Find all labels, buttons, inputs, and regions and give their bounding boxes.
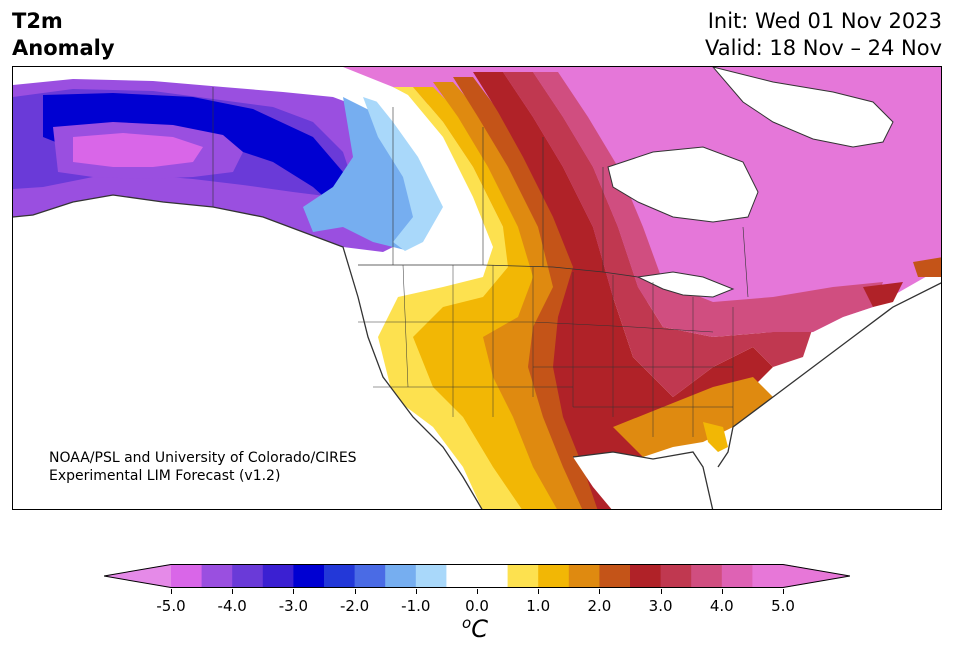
colorbar-tick-label: 5.0	[771, 597, 795, 615]
colorbar-segment	[752, 564, 784, 588]
colorbar-tick-label: -2.0	[339, 597, 370, 615]
colorbar-segment	[415, 564, 447, 588]
title-line-2: Anomaly	[12, 36, 115, 60]
alaska-pink-core	[73, 133, 203, 167]
unit-label: oC	[462, 614, 488, 643]
colorbar-tick-mark	[293, 589, 295, 594]
init-date: Init: Wed 01 Nov 2023	[707, 9, 942, 33]
colorbar-tick-label: 0.0	[465, 597, 489, 615]
colorbar-tick-label: -3.0	[278, 597, 309, 615]
colorbar-extend-low	[104, 564, 171, 588]
atlantic-ocean	[713, 283, 941, 509]
canadian-arctic-water	[712, 67, 894, 148]
colorbar-segment	[507, 564, 539, 588]
colorbar-tick-label: -1.0	[401, 597, 431, 615]
colorbar-segment	[660, 564, 692, 588]
colorbar-segment	[293, 564, 325, 588]
colorbar-segment	[599, 564, 631, 588]
forecast-dates: Init: Wed 01 Nov 2023 Valid: 18 Nov – 24…	[705, 8, 942, 62]
coastline	[13, 194, 941, 509]
map-title: T2m Anomaly	[12, 8, 115, 62]
alaska-core-cold	[43, 93, 353, 205]
gulf-of-mexico	[573, 452, 713, 509]
colorbar-tick-mark	[599, 589, 601, 594]
maritimes-red	[863, 282, 903, 307]
credit-line-2: Experimental LIM Forecast (v1.2)	[49, 468, 281, 484]
colorbar-tick-label: 4.0	[709, 597, 734, 615]
nova-scotia-orange	[913, 257, 941, 277]
state-borders	[358, 264, 734, 437]
colorbar-segment	[568, 564, 600, 588]
colorbar-tick-label: 3.0	[648, 597, 673, 615]
colorbar-tick-mark	[538, 589, 540, 594]
colorbar-tick-mark	[477, 589, 478, 594]
colorbar-segment	[477, 564, 509, 588]
colorbar-segment	[262, 564, 294, 588]
neutral-band	[373, 95, 493, 282]
colorbar-tick-mark	[171, 589, 172, 594]
colorbar-tick-label: -4.0	[217, 597, 247, 615]
colorbar-segment	[446, 564, 478, 588]
colorbar-segment	[721, 564, 753, 588]
colorbar-segment	[385, 564, 417, 588]
colorbar-tick-mark	[660, 589, 662, 594]
colorbar-tick-label: 1.0	[526, 597, 551, 615]
colorbar-tick-mark	[415, 589, 417, 594]
credit-text: NOAA/PSL and University of Colorado/CIRE…	[49, 449, 357, 485]
pacific-ocean	[13, 195, 482, 509]
colorbar-segment	[691, 564, 723, 588]
colorbar-extend-high	[783, 564, 850, 588]
colorbar-segment	[354, 564, 386, 588]
colorbar-segment	[171, 564, 203, 588]
cold-band-light-blue	[303, 97, 443, 252]
colorbar-tick-mark	[354, 589, 356, 594]
colorbar-segment	[232, 564, 264, 588]
us-canada-border	[358, 264, 639, 278]
florida-gold	[703, 422, 728, 452]
province-borders	[212, 87, 749, 298]
colorbar-tick-mark	[232, 589, 234, 594]
credit-line-1: NOAA/PSL and University of Colorado/CIRE…	[49, 450, 357, 466]
warm-band-crimson	[503, 72, 813, 397]
colorbar-tick-label: 2.0	[587, 597, 612, 615]
colorbar-tick-mark	[783, 589, 784, 594]
anomaly-map	[12, 66, 942, 510]
warm-band-rose	[533, 72, 883, 337]
unit-symbol: C	[471, 615, 488, 643]
colorbar	[104, 564, 850, 588]
colorbar-tick-label: -5.0	[156, 597, 186, 615]
valid-range: Valid: 18 Nov – 24 Nov	[705, 36, 942, 60]
colorbar-tick-mark	[721, 589, 723, 594]
colorbar-segment	[324, 564, 356, 588]
colorbar-segment	[201, 564, 233, 588]
great-lakes	[636, 271, 735, 298]
map-canvas	[13, 67, 941, 509]
unit-degree: o	[462, 614, 472, 632]
colorbar-outline	[104, 564, 850, 588]
title-line-1: T2m	[12, 9, 63, 33]
colorbar-segment	[538, 564, 570, 588]
hudson-bay	[607, 146, 759, 223]
colorbar-segment	[630, 564, 662, 588]
